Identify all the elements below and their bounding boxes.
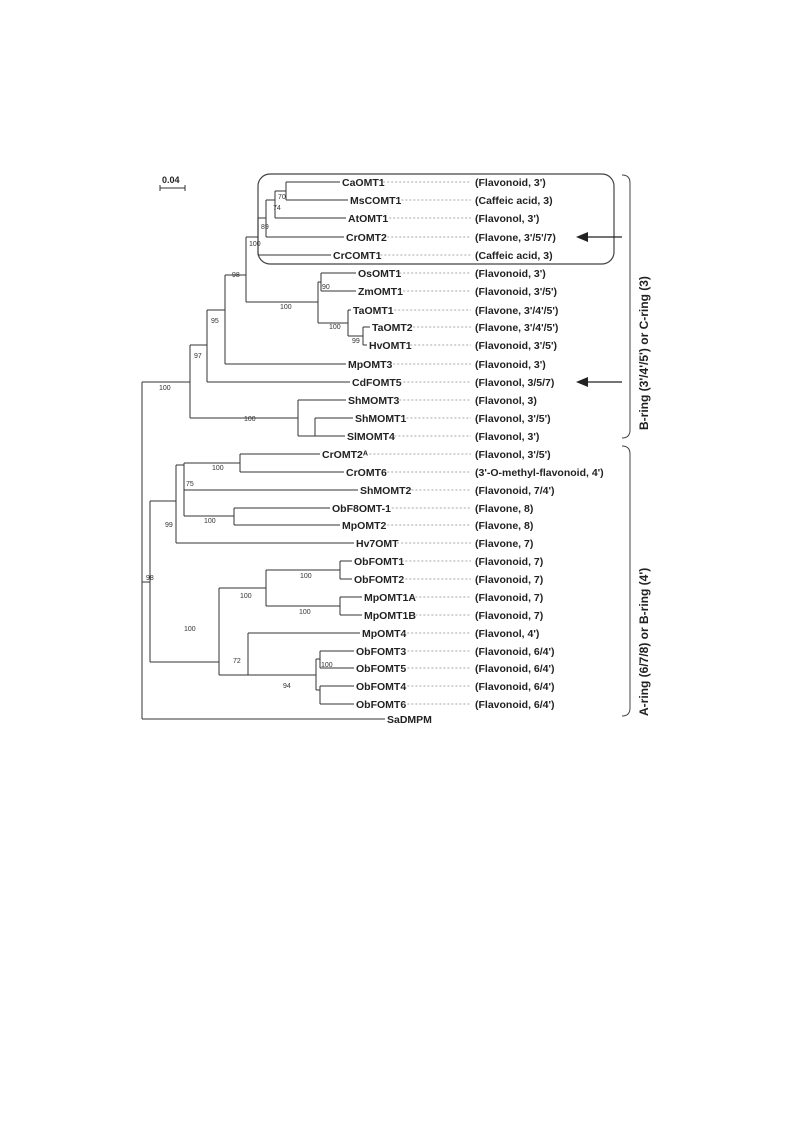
bootstrap-value: 100: [280, 304, 292, 311]
bootstrap-value: 100: [212, 465, 224, 472]
taxon-name: ObFOMT5: [356, 663, 406, 675]
taxon-name: ObFOMT3: [356, 646, 406, 658]
taxon-annotation: (Flavonol, 3/5/7): [475, 377, 554, 389]
taxon-name: MpOMT4: [362, 628, 406, 640]
taxon-name: ShMOMT3: [348, 395, 399, 407]
bootstrap-value: 100: [249, 241, 261, 248]
taxon-name: TaOMT1: [353, 305, 394, 317]
bootstrap-value: 100: [240, 593, 252, 600]
taxon-annotation: (Flavonoid, 6/4'): [475, 699, 555, 711]
taxon-annotation: (Flavone, 3'/5'/7): [475, 232, 556, 244]
taxon-name: CrOMT6: [346, 467, 387, 479]
taxon-annotation: (Flavone, 7): [475, 538, 533, 550]
taxon-annotation: (Flavonoid, 7/4'): [475, 485, 555, 497]
taxon-annotation: (Flavonoid, 6/4'): [475, 646, 555, 658]
taxon-annotation: (Flavonol, 3'): [475, 431, 539, 443]
taxon-name: ObFOMT2: [354, 574, 404, 586]
taxon-name: ObFOMT1: [354, 556, 404, 568]
taxon-annotation: (Flavonoid, 7): [475, 556, 543, 568]
bootstrap-value: 100: [321, 662, 333, 669]
taxon-annotation: (Flavonol, 3'): [475, 213, 539, 225]
taxon-name: TaOMT2: [372, 322, 413, 334]
scale-bar-label: 0.04: [162, 175, 180, 185]
taxon-name: MsCOMT1: [350, 195, 401, 207]
taxon-name: ShMOMT2: [360, 485, 411, 497]
taxon-annotation: (Flavone, 8): [475, 503, 533, 515]
bootstrap-value: 90: [322, 284, 330, 291]
taxon-name: Hv7OMT: [356, 538, 399, 550]
bootstrap-value: 100: [204, 518, 216, 525]
taxon-annotation: (Caffeic acid, 3): [475, 195, 553, 207]
taxon-annotation: (Flavonoid, 3'): [475, 268, 546, 280]
taxon-annotation: (Flavonoid, 7): [475, 574, 543, 586]
bootstrap-values: 70 74 89 100 98 90 100 100 99 95 97 100 100 100 75 100 9…: [146, 194, 360, 690]
taxon-annotation: (Caffeic acid, 3): [475, 250, 553, 262]
taxon-annotation: (Flavonoid, 3'/5'): [475, 340, 557, 352]
taxon-name: MpOMT3: [348, 359, 392, 371]
taxon-name: MpOMT1B: [364, 610, 416, 622]
taxon-annotation: (Flavonoid, 7): [475, 592, 543, 604]
scale-bar: 0.04: [159, 175, 186, 191]
taxon-name: CdFOMT5: [352, 377, 402, 389]
taxon-name: ZmOMT1: [358, 286, 403, 298]
bootstrap-value: 99: [165, 522, 173, 529]
taxon-annotation: (3'-O-methyl-flavonoid, 4'): [475, 467, 604, 479]
taxon-name: OsOMT1: [358, 268, 401, 280]
bootstrap-value: 99: [352, 338, 360, 345]
bootstrap-value: 95: [211, 318, 219, 325]
highlight-box: [257, 173, 615, 265]
taxon-name: HvOMT1: [369, 340, 412, 352]
bracket-lower: [621, 445, 631, 717]
taxon-name: SaDMPM: [387, 714, 432, 726]
taxon-annotation: (Flavonoid, 3'): [475, 177, 546, 189]
taxon-name: CrOMT2: [346, 232, 387, 244]
taxon-annotation: (Flavonoid, 3'/5'): [475, 286, 557, 298]
bootstrap-value: 94: [283, 683, 291, 690]
taxon-annotation: (Flavone, 3'/4'/5'): [475, 322, 558, 334]
taxon-name: ObFOMT4: [356, 681, 406, 693]
taxon-name: CaOMT1: [342, 177, 385, 189]
bracket-lower-label: A-ring (6/7/8) or B-ring (4'): [637, 568, 651, 716]
bootstrap-value: 100: [329, 324, 341, 331]
taxon-name: MpOMT1A: [364, 592, 416, 604]
bootstrap-value: 74: [273, 205, 281, 212]
taxon-annotation: (Flavonol, 3): [475, 395, 537, 407]
bracket-upper: [621, 174, 631, 439]
bootstrap-value: 72: [233, 658, 241, 665]
arrow-crOMT2: [576, 232, 622, 242]
bootstrap-value: 97: [194, 353, 202, 360]
taxon-name: CrOMT2ᴬ: [322, 449, 368, 461]
taxon-name: CrCOMT1: [333, 250, 382, 262]
taxon-annotation: (Flavonoid, 6/4'): [475, 663, 555, 675]
arrow-cdfomt5: [576, 377, 622, 387]
bootstrap-value: 100: [159, 385, 171, 392]
bootstrap-value: 70: [278, 194, 286, 201]
taxon-annotation: (Flavone, 8): [475, 520, 533, 532]
taxon-annotation: (Flavonoid, 3'): [475, 359, 546, 371]
taxon-annotation: (Flavone, 3'/4'/5'): [475, 305, 558, 317]
taxon-labels: CaOMT1 (Flavonoid, 3') MsCOMT1 (Caffeic aci…: [322, 177, 604, 726]
taxon-annotation: (Flavonol, 3'/5'): [475, 413, 551, 425]
taxon-annotation: (Flavonol, 4'): [475, 628, 539, 640]
bootstrap-value: 100: [300, 573, 312, 580]
bootstrap-value: 100: [299, 609, 311, 616]
bootstrap-value: 98: [146, 575, 154, 582]
bracket-upper-label: B-ring (3'/4'/5') or C-ring (3): [637, 276, 651, 430]
bootstrap-value: 100: [244, 416, 256, 423]
bootstrap-value: 100: [184, 626, 196, 633]
taxon-name: AtOMT1: [348, 213, 388, 225]
taxon-annotation: (Flavonol, 3'/5'): [475, 449, 551, 461]
bootstrap-value: 89: [261, 224, 269, 231]
taxon-name: ObF8OMT-1: [332, 503, 391, 515]
taxon-name: MpOMT2: [342, 520, 386, 532]
bootstrap-value: 98: [232, 272, 240, 279]
taxon-annotation: (Flavonoid, 7): [475, 610, 543, 622]
tree-branches: [141, 181, 385, 720]
taxon-annotation: (Flavonoid, 6/4'): [475, 681, 555, 693]
bootstrap-value: 75: [186, 481, 194, 488]
taxon-name: SlMOMT4: [347, 431, 395, 443]
taxon-name: ShMOMT1: [355, 413, 406, 425]
taxon-name: ObFOMT6: [356, 699, 406, 711]
